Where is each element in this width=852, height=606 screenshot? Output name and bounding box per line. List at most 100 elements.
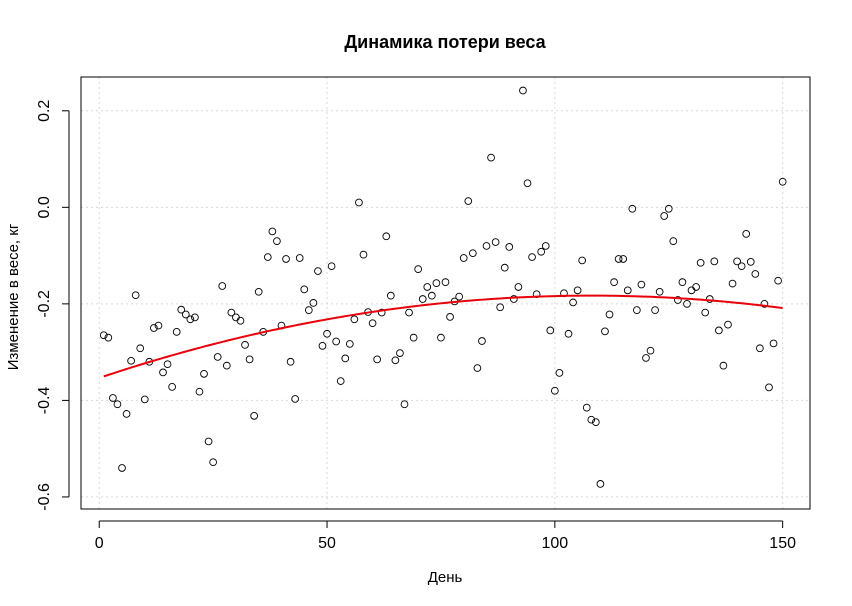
data-point [409, 333, 418, 342]
data-point [491, 238, 500, 246]
x-tick-label-0: 0 [95, 535, 104, 552]
data-point [710, 257, 719, 266]
data-point [99, 331, 108, 340]
data-point [719, 361, 728, 370]
data-point [523, 179, 532, 188]
data-point [323, 329, 331, 338]
data-point [664, 204, 673, 213]
data-point [746, 258, 755, 266]
data-point [546, 326, 555, 335]
data-point [696, 258, 705, 267]
data-point [778, 177, 787, 186]
data-point [619, 255, 628, 263]
y-axis: -0.6 -0.4 -0.2 0.0 0.2 [36, 100, 70, 511]
chart-title: Динамика потери веса [344, 32, 546, 52]
data-point [573, 286, 582, 295]
data-point [140, 395, 149, 404]
data-point [446, 313, 454, 321]
data-point [368, 319, 377, 328]
data-point [191, 313, 199, 322]
data-point [555, 369, 564, 377]
x-tick-label-2: 100 [541, 535, 568, 552]
data-point [605, 310, 614, 319]
data-point [273, 237, 281, 245]
data-point [537, 247, 546, 256]
data-point [423, 283, 432, 291]
data-point [701, 308, 710, 317]
data-point [150, 324, 158, 332]
data-point [304, 306, 313, 314]
data-point [464, 197, 473, 205]
data-point [263, 253, 272, 261]
data-point [414, 265, 423, 273]
data-point [218, 282, 227, 290]
data-point [245, 355, 254, 364]
data-point [487, 153, 495, 162]
data-point [728, 279, 737, 288]
x-tick-label-3: 150 [769, 535, 796, 552]
data-point [587, 415, 596, 424]
data-point [687, 286, 696, 295]
data-point [268, 227, 277, 236]
y-axis-label: Изменение в весе, кг [5, 223, 22, 370]
data-point [500, 263, 509, 272]
data-point [336, 377, 345, 385]
data-point [241, 341, 249, 349]
data-point [213, 353, 222, 361]
scatter-points [99, 86, 787, 488]
data-point [400, 400, 409, 409]
gridlines [81, 77, 810, 509]
data-point [127, 356, 135, 365]
data-point [669, 237, 678, 245]
y-tick-label-2: -0.2 [36, 290, 53, 318]
data-point [742, 230, 751, 238]
y-tick-label-1: -0.4 [36, 387, 53, 415]
data-point [760, 300, 769, 308]
data-point [473, 364, 482, 372]
data-point [136, 344, 145, 353]
data-point [623, 286, 632, 295]
data-point [509, 295, 518, 303]
data-point [314, 267, 322, 275]
data-point [355, 198, 363, 207]
data-point [705, 295, 714, 303]
data-point [104, 333, 113, 342]
data-point [168, 383, 176, 391]
data-point [582, 403, 591, 412]
data-point [327, 262, 336, 271]
data-point [482, 242, 491, 250]
data-point [332, 337, 341, 346]
data-point [765, 383, 773, 392]
data-point [468, 249, 477, 258]
x-axis: 0 50 100 150 [95, 520, 796, 552]
data-point [163, 360, 172, 369]
x-tick-label-1: 50 [318, 535, 336, 552]
x-axis-label: День [428, 569, 463, 586]
data-point [715, 326, 723, 335]
y-tick-label-4: 0.2 [36, 100, 53, 122]
data-point [519, 86, 527, 95]
data-point [250, 411, 258, 420]
data-point [222, 361, 231, 370]
data-point [478, 337, 486, 345]
data-point [200, 369, 208, 378]
data-point [236, 316, 245, 325]
data-point [195, 387, 204, 396]
data-point [455, 292, 464, 301]
data-point [655, 287, 664, 296]
data-point [118, 464, 126, 472]
data-point [441, 278, 450, 286]
data-point [350, 315, 359, 324]
data-point [286, 357, 295, 366]
data-point [614, 255, 623, 263]
data-point [295, 254, 304, 262]
data-point [227, 308, 236, 317]
data-point [186, 315, 195, 324]
plot-frame [80, 76, 811, 510]
data-point [505, 243, 514, 251]
data-point [382, 232, 391, 241]
data-point [692, 283, 700, 291]
data-point [427, 291, 436, 300]
data-point [628, 204, 637, 213]
